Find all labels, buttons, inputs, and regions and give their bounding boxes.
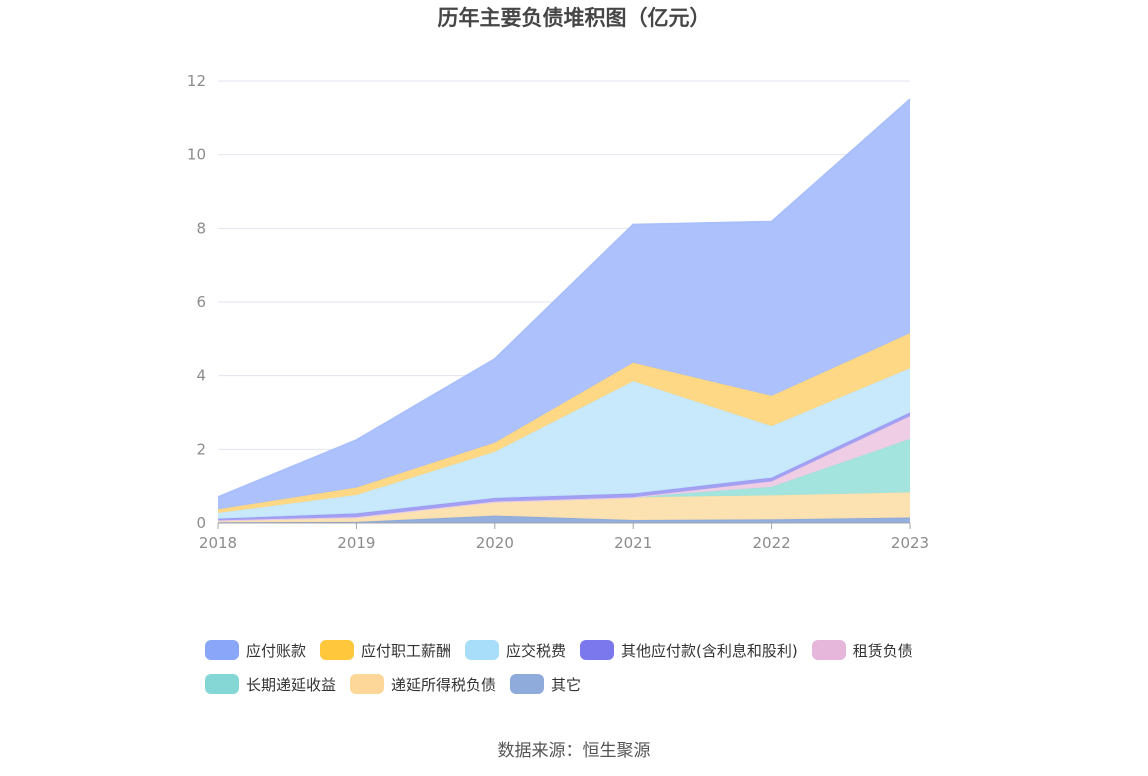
legend-item[interactable]: 应付账款 xyxy=(205,638,306,662)
data-source-note: 数据来源：恒生聚源 xyxy=(497,741,651,761)
legend-label: 应付账款 xyxy=(246,641,307,660)
legend-label: 长期递延收益 xyxy=(246,675,337,694)
x-tick-label: 2019 xyxy=(337,534,375,552)
series-area xyxy=(218,99,910,510)
legend-item[interactable]: 应交税费 xyxy=(465,638,566,662)
legend-swatch xyxy=(510,674,545,694)
y-tick-label: 4 xyxy=(196,367,206,385)
x-tick-label: 2023 xyxy=(891,534,929,552)
axes: 0 2 4 6 8 10 12 2018 2019 2020 2021 2022 2023 xyxy=(187,72,929,552)
legend-swatch xyxy=(350,674,385,694)
legend-item[interactable]: 其他应付款(含利息和股利) xyxy=(580,638,798,662)
legend-swatch xyxy=(580,640,615,660)
legend-label: 递延所得税负债 xyxy=(391,675,497,694)
series-area xyxy=(218,492,910,523)
y-tick-label: 8 xyxy=(196,219,206,237)
y-tick-label: 6 xyxy=(196,293,206,311)
legend-swatch xyxy=(811,640,846,660)
legend-swatch xyxy=(465,640,500,660)
legend: 应付账款 应付职工薪酬 应交税费 其他应付款(含利息和股利) 租赁负债长期递延收益 递延所… xyxy=(205,638,985,706)
legend-label: 其他应付款(含利息和股利) xyxy=(621,641,798,660)
legend-item[interactable]: 租赁负债 xyxy=(811,638,913,662)
legend-label: 应交税费 xyxy=(506,641,567,660)
x-tick-label: 2020 xyxy=(476,534,514,552)
legend-swatch xyxy=(205,674,239,694)
series-area xyxy=(218,333,910,514)
legend-item[interactable]: 其它 xyxy=(510,672,581,696)
y-tick-label: 0 xyxy=(196,514,206,532)
series-areas xyxy=(217,98,911,524)
x-tick-label: 2022 xyxy=(753,534,791,552)
y-tick-label: 2 xyxy=(196,440,206,458)
legend-item[interactable]: 应付职工薪酬 xyxy=(320,638,451,662)
legend-label: 其它 xyxy=(551,675,582,694)
x-tick-label: 2021 xyxy=(614,534,652,552)
stacked-area-chart: 0 2 4 6 8 10 12 2018 2019 2020 2021 2022 2023 xyxy=(187,72,929,552)
x-tick-label: 2018 xyxy=(199,534,237,552)
legend-label: 租赁负债 xyxy=(852,641,913,660)
chart-title: 历年主要负债堆积图（亿元） xyxy=(437,6,711,30)
legend-label: 应付职工薪酬 xyxy=(361,641,452,660)
y-tick-label: 10 xyxy=(187,146,206,164)
legend-item[interactable]: 递延所得税负债 xyxy=(350,672,496,696)
y-tick-label: 12 xyxy=(187,72,206,90)
legend-item[interactable]: 长期递延收益 xyxy=(205,672,336,696)
legend-swatch xyxy=(320,640,355,660)
series-line xyxy=(217,98,911,499)
legend-swatch xyxy=(205,640,239,660)
series-area xyxy=(218,412,910,521)
series-area xyxy=(218,368,910,519)
